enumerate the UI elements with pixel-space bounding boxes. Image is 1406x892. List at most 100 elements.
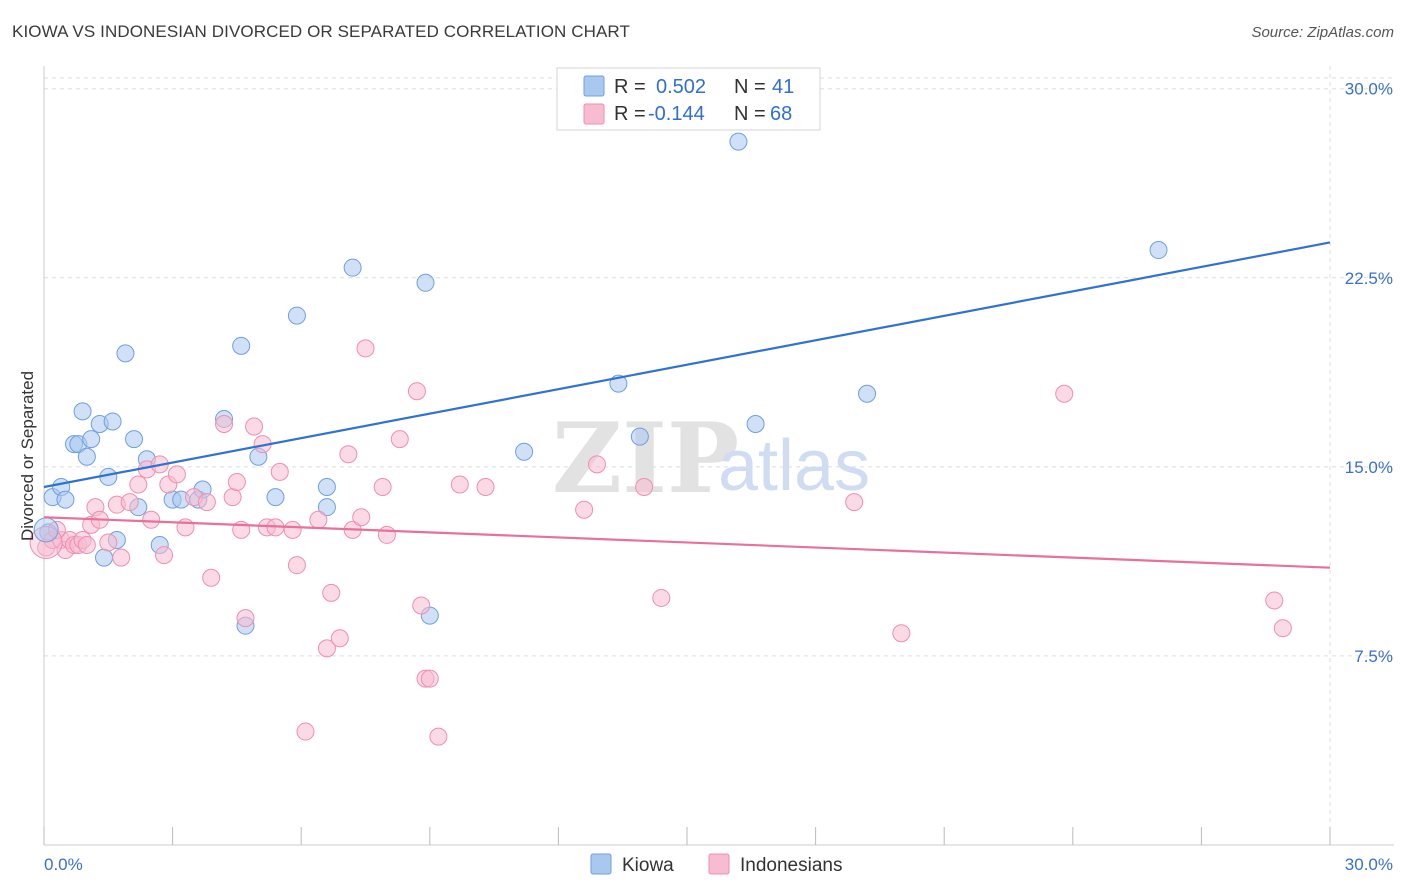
kiowa-point xyxy=(317,498,336,517)
kiowa-point xyxy=(287,306,306,325)
indonesians-point xyxy=(317,639,336,658)
stats-legend: R = 0.502 N = 41 R = -0.144 N = 68 xyxy=(556,67,821,131)
kiowa-point xyxy=(746,414,765,433)
indonesians-point xyxy=(167,465,186,484)
kiowa-point xyxy=(103,412,122,431)
indonesians-point xyxy=(215,414,234,433)
indonesians-point xyxy=(1055,384,1074,403)
indonesians-point xyxy=(845,493,864,512)
indonesians-point xyxy=(129,475,148,494)
indonesians-point xyxy=(202,568,221,587)
indonesians-r-value: -0.144 xyxy=(648,103,705,125)
kiowa-legend-swatch xyxy=(583,75,605,97)
indonesians-point xyxy=(176,518,195,537)
kiowa-swatch xyxy=(590,853,612,875)
indonesians-point xyxy=(330,629,349,648)
kiowa-point xyxy=(729,132,748,151)
indonesians-point xyxy=(142,510,161,529)
kiowa-n-label: N = xyxy=(734,76,766,98)
kiowa-point xyxy=(95,548,114,567)
indonesians-point xyxy=(155,546,174,565)
axes-layer xyxy=(43,66,1394,846)
kiowa-point xyxy=(56,490,75,509)
indonesians-r-label: R = xyxy=(614,103,646,125)
kiowa-point xyxy=(515,442,534,461)
indonesians-point xyxy=(377,525,396,544)
indonesians-point xyxy=(339,445,358,464)
indonesians-point xyxy=(1265,591,1284,610)
watermark: ZIP atlas xyxy=(552,402,870,515)
indonesians-point xyxy=(352,508,371,527)
kiowa-point xyxy=(343,258,362,277)
indonesians-point xyxy=(373,478,392,497)
trend-layer xyxy=(43,241,1331,569)
watermark-atlas: atlas xyxy=(718,426,870,506)
x-tick-label: 0.0% xyxy=(44,855,83,874)
indonesians-point xyxy=(407,382,426,401)
indonesians-point xyxy=(120,493,139,512)
indonesians-point xyxy=(575,500,594,519)
indonesians-point xyxy=(1273,619,1292,638)
indonesians-point xyxy=(420,669,439,688)
indonesians-point xyxy=(635,478,654,497)
indonesians-point xyxy=(227,472,246,491)
kiowa-trend-line xyxy=(43,241,1331,489)
indonesians-point xyxy=(99,533,118,552)
indonesians-n-value: 68 xyxy=(770,103,792,125)
indonesians-point xyxy=(296,722,315,741)
indonesians-point xyxy=(429,727,448,746)
indonesians-point xyxy=(322,583,341,602)
kiowa-point xyxy=(266,488,285,507)
kiowa-point xyxy=(232,336,251,355)
series-legend: Kiowa Indonesians xyxy=(590,853,842,876)
indonesians-point xyxy=(476,478,495,497)
tick-label-layer: 7.5% 15.0% 22.5% 30.0% 0.0% 30.0% xyxy=(44,80,1393,874)
kiowa-r-label: R = xyxy=(614,76,646,98)
kiowa-cluster-point xyxy=(33,517,59,543)
y-tick-label: 22.5% xyxy=(1345,269,1393,288)
kiowa-point xyxy=(317,478,336,497)
indonesians-point xyxy=(112,548,131,567)
kiowa-point xyxy=(1149,241,1168,260)
indonesians-point xyxy=(412,596,431,615)
source-credit: Source: ZipAtlas.com xyxy=(1251,24,1394,41)
indonesians-legend-label: Indonesians xyxy=(740,855,842,876)
y-tick-label: 15.0% xyxy=(1345,458,1393,477)
y-tick-label: 7.5% xyxy=(1354,647,1393,666)
kiowa-legend-label: Kiowa xyxy=(622,855,674,876)
y-tick-label: 30.0% xyxy=(1345,80,1393,99)
y-axis-title: Divorced or Separated xyxy=(18,371,37,541)
kiowa-point xyxy=(73,402,92,421)
kiowa-point xyxy=(416,273,435,292)
kiowa-point xyxy=(82,430,101,449)
kiowa-point xyxy=(116,344,135,363)
points-layer xyxy=(29,132,1292,746)
indonesians-trend-line xyxy=(43,516,1331,569)
indonesians-point xyxy=(356,339,375,358)
indonesians-point xyxy=(197,493,216,512)
kiowa-point xyxy=(858,384,877,403)
indonesians-point xyxy=(236,609,255,628)
indonesians-point xyxy=(270,462,289,481)
kiowa-point xyxy=(630,427,649,446)
watermark-zip: ZIP xyxy=(552,402,739,515)
indonesians-point xyxy=(283,520,302,539)
indonesians-point xyxy=(652,588,671,607)
indonesians-point xyxy=(587,455,606,474)
indonesians-cluster-point xyxy=(29,525,63,559)
indonesians-point xyxy=(245,417,264,436)
indonesians-point xyxy=(223,488,242,507)
indonesians-point xyxy=(450,475,469,494)
indonesians-point xyxy=(47,520,66,539)
indonesians-point xyxy=(309,510,328,529)
indonesians-point xyxy=(287,556,306,575)
kiowa-n-value: 41 xyxy=(772,76,794,98)
indonesians-legend-swatch xyxy=(583,103,605,125)
x-tick-label: 30.0% xyxy=(1345,855,1393,874)
kiowa-r-value: 0.502 xyxy=(656,76,706,98)
chart-title: KIOWA VS INDONESIAN DIVORCED OR SEPARATE… xyxy=(12,22,630,41)
kiowa-point xyxy=(77,447,96,466)
indonesians-point xyxy=(390,430,409,449)
kiowa-point xyxy=(125,430,144,449)
